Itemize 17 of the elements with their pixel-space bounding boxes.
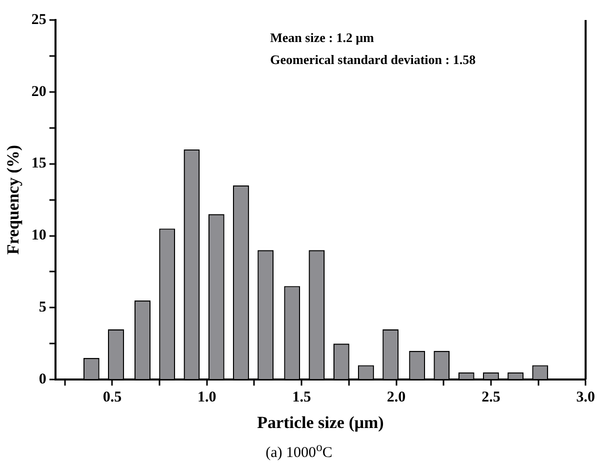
y-tick-label: 15: [31, 156, 46, 172]
x-tick-label: 1.5: [292, 389, 311, 406]
y-tick-label: 10: [31, 228, 46, 244]
x-tick-label: 2.0: [386, 389, 406, 406]
y-axis-title: Frequency (%): [4, 144, 23, 255]
annotation: Geomerical standard deviation : 1.58: [270, 52, 476, 67]
y-tick-label: 5: [38, 300, 46, 316]
x-axis-title: Particle size (μm): [257, 413, 384, 432]
y-tick-label: 20: [31, 84, 46, 100]
x-tick-label: 1.0: [198, 389, 216, 406]
x-tick-label: 0.5: [102, 389, 122, 406]
x-tick-label: 2.5: [482, 389, 500, 406]
x-tick-label: 3.0: [576, 389, 595, 406]
y-tick-label: 25: [31, 12, 46, 28]
text: (a) 1000$^{o}$C: [264, 440, 334, 462]
annotation: Mean size : 1.2 μm: [270, 30, 374, 45]
y-tick-label: 0: [38, 371, 46, 388]
